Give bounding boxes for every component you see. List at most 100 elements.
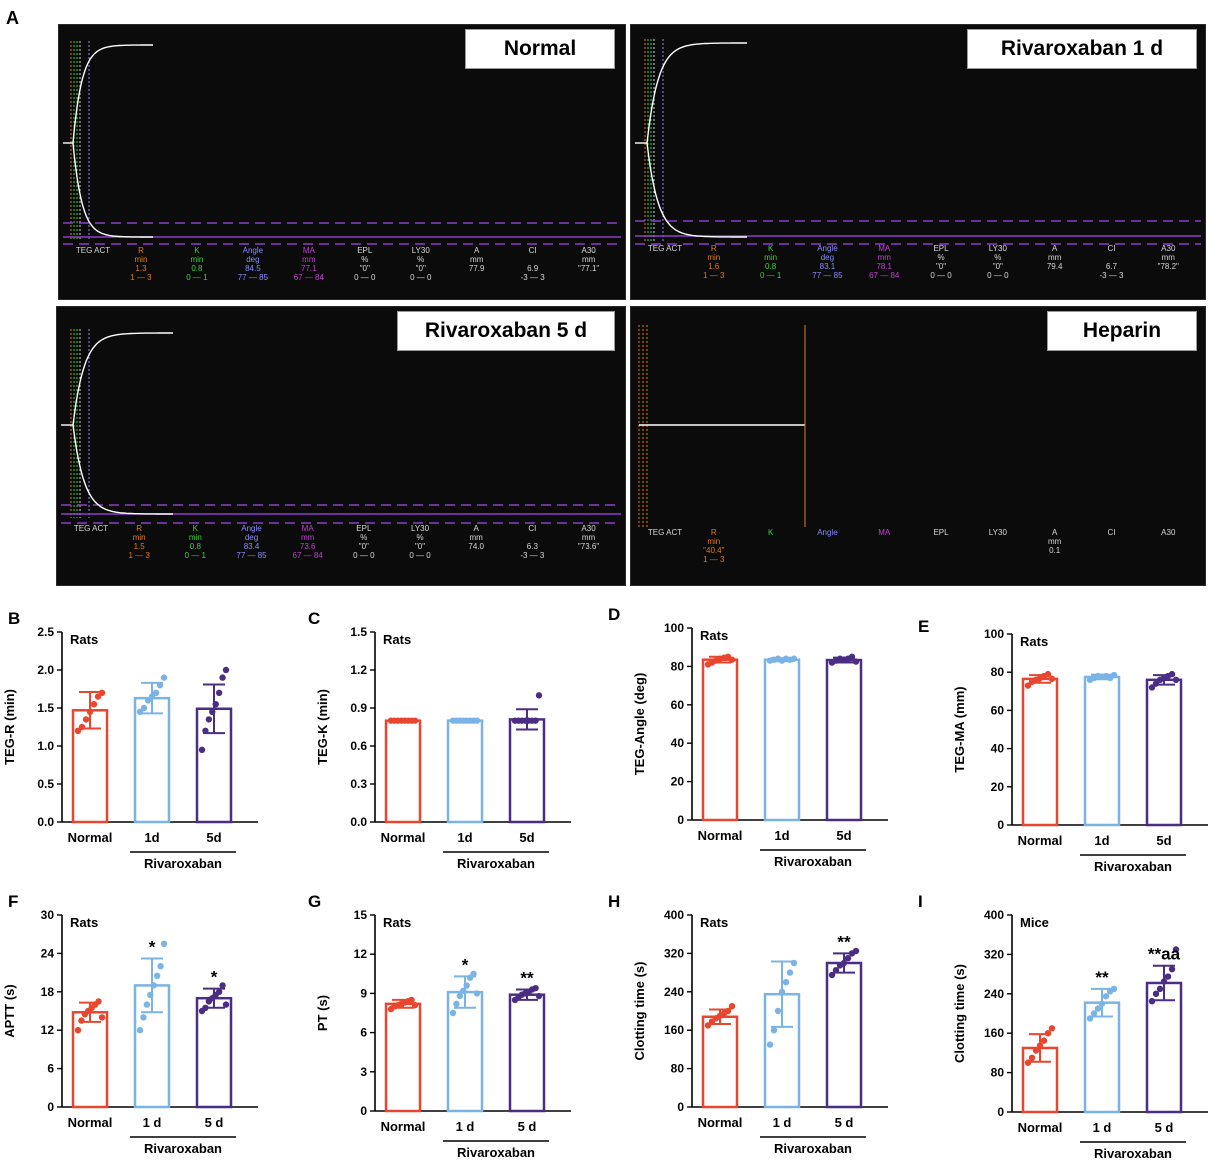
teg-table-text: "77.1"	[578, 264, 599, 273]
data-point	[140, 704, 148, 712]
y-tick-label: 6	[360, 1026, 367, 1040]
teg-title: Normal	[465, 29, 615, 69]
data-point	[74, 727, 82, 734]
teg-table-text: 67 — 84	[294, 273, 325, 282]
data-point	[770, 1027, 778, 1034]
teg-table-text: A30	[581, 524, 596, 533]
chart-i: I Clotting time (s) 0 80 160 240 320 400 Mice Nor…	[910, 882, 1213, 1169]
y-tick-label: 3	[360, 1065, 367, 1079]
y-tick-label: 1.5	[350, 625, 367, 639]
teg-table-text: 78.1	[876, 262, 892, 271]
bar	[1021, 677, 1059, 827]
teg-table-text: 77.9	[469, 264, 485, 273]
teg-table-text: 67 — 84	[869, 271, 900, 280]
y-tick-label: 9	[360, 986, 367, 1000]
data-point	[1048, 675, 1056, 683]
teg-table-text: deg	[821, 253, 834, 262]
data-point	[1168, 670, 1176, 678]
data-point	[1172, 946, 1180, 953]
teg-table-text: R	[711, 244, 717, 253]
y-tick-label: 0	[360, 1104, 367, 1118]
teg-table-text: "0"	[416, 264, 426, 273]
category-label: 1d	[774, 828, 789, 843]
teg-table-text: R	[136, 524, 142, 533]
teg-table-text: 67 — 84	[293, 551, 324, 560]
teg-table-text: mm	[301, 533, 315, 542]
teg-table-text: 1 — 3	[703, 271, 725, 280]
teg-table-text: 0 — 0	[409, 551, 431, 560]
teg-table-text: 83.1	[820, 262, 836, 271]
teg-table-text: K	[194, 246, 200, 255]
y-tick-label: 20	[991, 780, 1005, 794]
significance-label: *	[462, 955, 469, 974]
teg-table-text: A30	[581, 246, 596, 255]
teg-table-text: min	[707, 537, 720, 546]
data-point	[1164, 973, 1172, 980]
teg-table-text: TEG ACT	[648, 528, 682, 537]
data-point	[198, 746, 206, 753]
y-axis-label: TEG-K (min)	[315, 689, 330, 765]
y-tick-label: 40	[671, 736, 685, 750]
data-point	[832, 967, 840, 974]
data-point	[408, 996, 415, 1004]
y-tick-label: 100	[664, 621, 684, 635]
chart-h: H Clotting time (s) 0 80 160 240 320 400 Rats Nor…	[600, 882, 910, 1169]
bar	[195, 996, 233, 1109]
teg-table-text: mm	[582, 533, 596, 542]
teg-table-text: A30	[1161, 244, 1176, 253]
teg-table-text: 0 — 0	[987, 271, 1009, 280]
bar	[384, 719, 422, 824]
teg-table-text: 74.0	[468, 542, 484, 551]
category-label: Normal	[68, 830, 113, 845]
group-species-label: Rats	[700, 915, 728, 930]
teg-table-text: EPL	[933, 244, 949, 253]
teg-table-text: LY30	[989, 244, 1008, 253]
teg-table-text: 83.4	[244, 542, 260, 551]
data-point	[532, 717, 539, 724]
teg-table-text: LY30	[989, 528, 1008, 537]
teg-table-text: CI	[529, 246, 537, 255]
teg-table-text: 1.6	[708, 262, 720, 271]
teg-table-text: A30	[1161, 528, 1176, 537]
category-label: 5 d	[1155, 1120, 1174, 1135]
group-species-label: Rats	[70, 915, 98, 930]
data-point	[1098, 1000, 1106, 1007]
teg-table-text: 0.8	[191, 264, 203, 273]
y-tick-label: 0.0	[350, 815, 367, 829]
teg-table-text: A	[474, 246, 480, 255]
panel-letter: E	[918, 617, 929, 636]
teg-table-text: "0"	[359, 542, 369, 551]
y-tick-label: 80	[991, 665, 1005, 679]
data-point	[202, 727, 209, 734]
teg-table-text: 77 — 85	[238, 273, 269, 282]
bar	[508, 993, 546, 1113]
teg-table-text: %	[360, 533, 367, 542]
bar	[763, 658, 801, 822]
panel-letter: B	[8, 609, 20, 628]
y-tick-label: 80	[671, 1062, 685, 1076]
bar	[133, 696, 171, 824]
teg-trace-lower	[646, 142, 747, 238]
category-label: 5 d	[835, 1115, 854, 1130]
data-point	[1148, 997, 1156, 1005]
data-point	[852, 947, 860, 955]
data-point	[1110, 671, 1118, 679]
group-species-label: Mice	[1020, 915, 1049, 930]
data-point	[728, 1003, 736, 1010]
data-point	[790, 655, 798, 662]
data-point	[411, 717, 419, 724]
teg-trace-lower	[72, 142, 153, 238]
category-label: Normal	[381, 830, 426, 845]
teg-table-text: MA	[878, 244, 891, 253]
teg-table-text: 73.6	[300, 542, 316, 551]
bar	[701, 1015, 739, 1109]
data-point	[766, 1041, 774, 1048]
data-point	[143, 1001, 151, 1008]
data-point	[215, 988, 223, 995]
data-point	[74, 1027, 82, 1034]
data-point	[844, 955, 852, 962]
data-point	[150, 982, 157, 989]
data-point	[144, 697, 152, 704]
significance-label: *	[211, 968, 218, 987]
